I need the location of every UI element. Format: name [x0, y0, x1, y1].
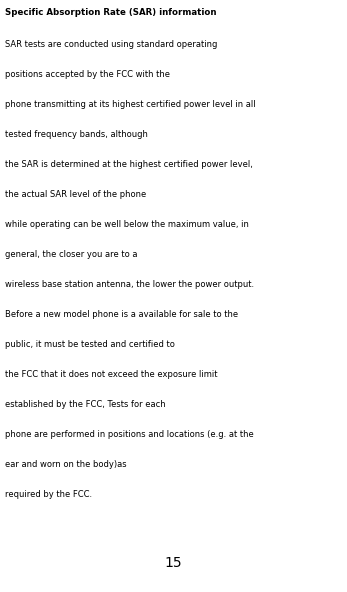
Text: the SAR is determined at the highest certified power level,: the SAR is determined at the highest cer… — [5, 160, 253, 169]
Text: ear and worn on the body)as: ear and worn on the body)as — [5, 460, 127, 469]
Text: public, it must be tested and certified to: public, it must be tested and certified … — [5, 340, 175, 349]
Text: the FCC that it does not exceed the exposure limit: the FCC that it does not exceed the expo… — [5, 370, 218, 379]
Text: while operating can be well below the maximum value, in: while operating can be well below the ma… — [5, 220, 249, 229]
Text: wireless base station antenna, the lower the power output.: wireless base station antenna, the lower… — [5, 280, 254, 289]
Text: Before a new model phone is a available for sale to the: Before a new model phone is a available … — [5, 310, 238, 319]
Text: phone transmitting at its highest certified power level in all: phone transmitting at its highest certif… — [5, 100, 256, 109]
Text: Specific Absorption Rate (SAR) information: Specific Absorption Rate (SAR) informati… — [5, 8, 217, 17]
Text: 15: 15 — [165, 556, 182, 570]
Text: established by the FCC, Tests for each: established by the FCC, Tests for each — [5, 400, 166, 409]
Text: tested frequency bands, although: tested frequency bands, although — [5, 130, 148, 139]
Text: positions accepted by the FCC with the: positions accepted by the FCC with the — [5, 70, 170, 79]
Text: SAR tests are conducted using standard operating: SAR tests are conducted using standard o… — [5, 40, 217, 49]
Text: required by the FCC.: required by the FCC. — [5, 490, 92, 499]
Text: the actual SAR level of the phone: the actual SAR level of the phone — [5, 190, 146, 199]
Text: phone are performed in positions and locations (e.g. at the: phone are performed in positions and loc… — [5, 430, 254, 439]
Text: general, the closer you are to a: general, the closer you are to a — [5, 250, 137, 259]
